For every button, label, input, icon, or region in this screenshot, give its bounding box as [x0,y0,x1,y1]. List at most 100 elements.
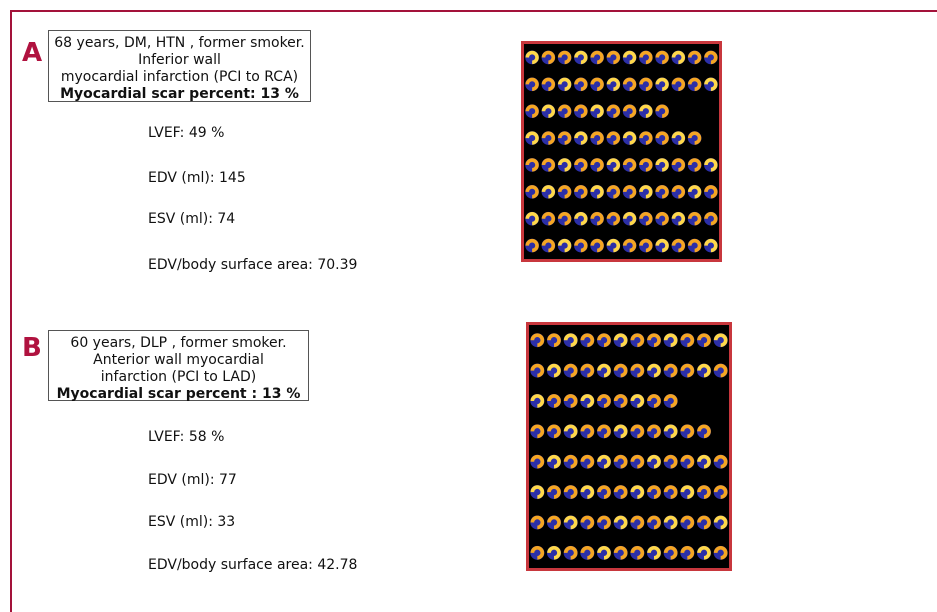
slice [688,239,702,253]
slice [525,239,539,253]
slice [547,546,561,560]
slice [688,51,702,65]
slice [542,51,556,65]
slice [704,77,718,91]
slice [542,212,556,226]
slice [680,424,694,438]
slice [688,77,702,91]
slice [564,424,578,438]
slice [597,394,611,408]
slice [558,158,572,172]
slice [714,333,728,347]
slice [623,77,637,91]
slice [664,515,678,529]
slice [680,364,694,378]
slice [655,158,669,172]
slice [647,485,661,499]
metric: EDV/body surface area: 70.39 [148,257,357,273]
slice [664,364,678,378]
slice [714,455,728,469]
slice [647,424,661,438]
slice [547,485,561,499]
slice [623,51,637,65]
slice [607,185,621,199]
slice [630,515,644,529]
slice [590,77,604,91]
slice [664,333,678,347]
slice [558,131,572,145]
slice [697,546,711,560]
slice [547,455,561,469]
metric: LVEF: 49 % [148,125,224,141]
slice [647,394,661,408]
slice [580,424,594,438]
slice [542,77,556,91]
slice [525,51,539,65]
metric: ESV (ml): 74 [148,211,235,227]
slice [672,131,686,145]
slice [680,515,694,529]
metric: EDV/body surface area: 42.78 [148,557,357,573]
slice [630,394,644,408]
slice [530,424,544,438]
slice [614,424,628,438]
slice [630,485,644,499]
slice [530,333,544,347]
spect-slices [529,325,729,568]
slice [530,455,544,469]
slice [525,77,539,91]
slice [597,424,611,438]
slice [525,212,539,226]
slice [623,212,637,226]
slice [697,455,711,469]
panel-letter: A [22,38,42,68]
slice [647,364,661,378]
metric: ESV (ml): 33 [148,514,235,530]
slice [542,239,556,253]
slice [688,158,702,172]
slice [530,546,544,560]
slice [590,131,604,145]
slice [607,131,621,145]
description-box: 60 years, DLP , former smoker. Anterior … [48,330,309,401]
slice [607,239,621,253]
slice [597,515,611,529]
slice [564,394,578,408]
slice [704,51,718,65]
slice [680,333,694,347]
slice [547,424,561,438]
slice [590,212,604,226]
slice [597,485,611,499]
scar-percent: Myocardial scar percent: 13 % [49,86,310,103]
slice [714,546,728,560]
metric: EDV (ml): 77 [148,472,237,488]
slice [547,364,561,378]
slice [647,546,661,560]
slice [580,485,594,499]
slice [630,455,644,469]
slice [647,333,661,347]
slice [590,185,604,199]
slice [614,394,628,408]
slice [590,51,604,65]
slice [664,424,678,438]
slice [580,333,594,347]
slice [639,212,653,226]
slice [630,424,644,438]
slice [564,333,578,347]
slice [639,131,653,145]
slice [680,455,694,469]
slice [623,185,637,199]
slice [655,185,669,199]
slice [542,104,556,118]
slice [655,77,669,91]
slice [714,485,728,499]
slice [607,51,621,65]
slice [639,185,653,199]
spect-image [526,322,732,571]
slice [590,239,604,253]
slice [697,424,711,438]
slice [697,364,711,378]
slice [704,158,718,172]
slice [558,104,572,118]
